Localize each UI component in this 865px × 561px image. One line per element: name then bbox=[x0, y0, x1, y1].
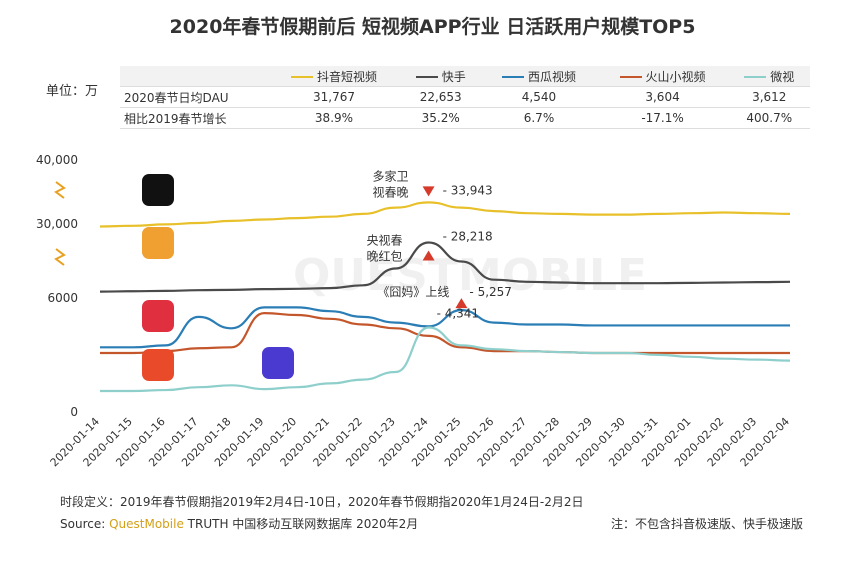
table-row: 2020春节日均DAU 31,767 22,653 4,540 3,604 3,… bbox=[120, 86, 810, 108]
period-definition: 时段定义：2019年春节假期指2019年2月4日-10日，2020年春节假期指2… bbox=[60, 495, 584, 509]
source-brand: QuestMobile bbox=[109, 517, 184, 531]
peak-marker-icon bbox=[455, 298, 468, 309]
y-tick-label: 0 bbox=[70, 405, 78, 419]
chart-title: 2020年春节假期前后 短视频APP行业 日活跃用户规模TOP5 bbox=[169, 16, 696, 38]
legend-xigua: 西瓜视频 bbox=[481, 66, 597, 87]
annotation-value: - 4,341 bbox=[437, 307, 480, 321]
table-cell: 6.7% bbox=[481, 107, 597, 129]
annotation-text: 央视春 bbox=[367, 232, 403, 247]
series-line-2 bbox=[99, 306, 790, 349]
axis-break-icon bbox=[54, 248, 66, 266]
source-rest: TRUTH 中国移动互联网数据库 2020年2月 bbox=[183, 517, 419, 531]
peak-marker-icon bbox=[422, 186, 435, 197]
row-label: 2020春节日均DAU bbox=[120, 86, 268, 108]
series-line-0 bbox=[99, 201, 791, 228]
huoshan-app-icon bbox=[142, 349, 174, 381]
footnote: 注：不包含抖音极速版、快手极速版 bbox=[610, 517, 803, 531]
table-header-row: 抖音短视频 快手 西瓜视频 火山小视频 微视 bbox=[120, 66, 810, 87]
legend-kuaishou: 快手 bbox=[399, 66, 482, 87]
annotation-text: 晚红包 bbox=[367, 248, 403, 263]
douyin-app-icon bbox=[142, 174, 174, 206]
watermark: QUESTMOBILE bbox=[293, 250, 647, 301]
annotation-text: 《囧妈》上线 bbox=[377, 285, 449, 299]
weishi-app-icon bbox=[262, 347, 294, 379]
unit-label: 单位：万 bbox=[46, 84, 99, 99]
series-line-4 bbox=[100, 326, 791, 393]
series-line-1 bbox=[99, 241, 791, 293]
table-cell: 31,767 bbox=[268, 86, 400, 108]
table-cell: 4,540 bbox=[481, 86, 597, 108]
table-cell: -17.1% bbox=[596, 107, 729, 129]
y-tick-label: 40,000 bbox=[36, 153, 78, 167]
series-line-3 bbox=[100, 311, 790, 355]
source-line: Source: QuestMobile TRUTH 中国移动互联网数据库 202… bbox=[60, 515, 418, 532]
annotation-text: 视春晚 bbox=[373, 184, 409, 199]
line-chart: QUESTMOBILE40,00030,000600002020-01-1420… bbox=[36, 153, 792, 469]
table-row: 相比2019春节增长 38.9% 35.2% 6.7% -17.1% 400.7… bbox=[120, 107, 810, 129]
table-cell: 3,612 bbox=[728, 86, 810, 108]
legend-huoshan: 火山小视频 bbox=[596, 66, 729, 87]
annotation-value: - 5,257 bbox=[469, 285, 512, 299]
annotation-value: - 28,218 bbox=[443, 229, 493, 243]
row-label: 相比2019春节增长 bbox=[120, 107, 268, 129]
legend-weishi: 微视 bbox=[728, 66, 810, 87]
table-corner bbox=[120, 66, 268, 87]
xigua-app-icon bbox=[142, 300, 174, 332]
y-tick-label: 30,000 bbox=[36, 217, 78, 231]
axis-break-icon bbox=[54, 181, 66, 199]
table-cell: 400.7% bbox=[728, 107, 810, 129]
y-tick-label: 6000 bbox=[47, 291, 78, 305]
kuaishou-app-icon bbox=[142, 227, 174, 259]
table-cell: 3,604 bbox=[596, 86, 729, 108]
legend-douyin: 抖音短视频 bbox=[268, 66, 400, 87]
summary-table: 抖音短视频 快手 西瓜视频 火山小视频 微视 2020春节日均DAU 31,76… bbox=[120, 66, 810, 129]
table-cell: 35.2% bbox=[399, 107, 482, 129]
table-cell: 38.9% bbox=[268, 107, 400, 129]
peak-marker-icon bbox=[422, 250, 435, 261]
source-label: Source: bbox=[60, 517, 110, 531]
annotation-value: - 33,943 bbox=[443, 183, 493, 197]
table-cell: 22,653 bbox=[399, 86, 482, 108]
annotation-text: 多家卫 bbox=[373, 168, 409, 183]
